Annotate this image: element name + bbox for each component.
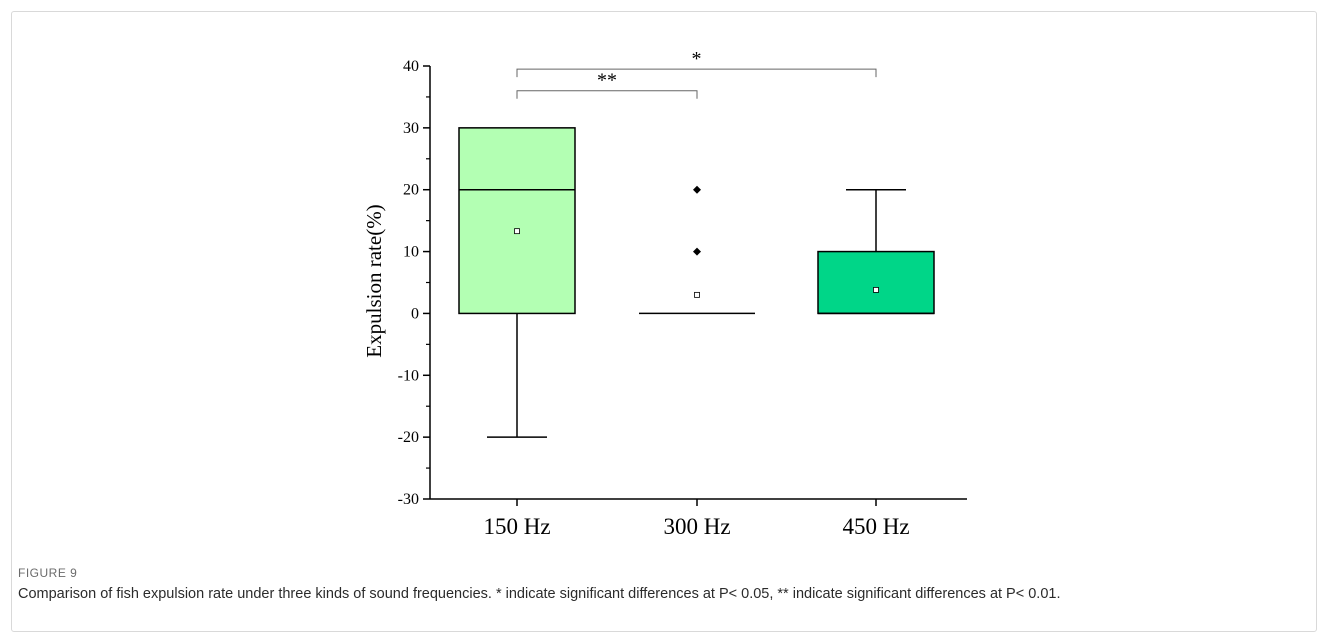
chart-plot-area: *** bbox=[458, 48, 935, 438]
y-axis-label: Expulsion rate(%) bbox=[362, 204, 386, 357]
x-tick-label: 150 Hz bbox=[483, 514, 550, 539]
bracket-line bbox=[516, 68, 877, 78]
mean-marker bbox=[873, 287, 879, 293]
bracket-line bbox=[516, 90, 698, 99]
chart-axes: -30 -20 -10 0 10 20 30 40 150 Hz 300 Hz 450 Hz bbox=[398, 58, 967, 539]
box-body bbox=[458, 127, 576, 315]
significance-bracket: ** bbox=[516, 70, 698, 99]
figure-frame bbox=[11, 11, 1317, 632]
figure-caption: Comparison of fish expulsion rate under … bbox=[18, 586, 1061, 602]
outlier-point bbox=[693, 185, 701, 194]
y-tick-label: -20 bbox=[398, 429, 419, 446]
y-tick-label: 40 bbox=[403, 58, 419, 75]
box-group bbox=[639, 185, 755, 315]
y-tick-label: 20 bbox=[403, 182, 419, 199]
x-tick-label: 450 Hz bbox=[842, 514, 909, 539]
figure-label: FIGURE 9 bbox=[18, 566, 78, 580]
y-tick-label: 0 bbox=[411, 305, 419, 322]
significance-bracket: * bbox=[516, 48, 877, 78]
mean-marker bbox=[694, 291, 700, 298]
box-group bbox=[817, 188, 935, 315]
box-body bbox=[817, 250, 935, 315]
x-tick-label: 300 Hz bbox=[663, 514, 730, 539]
y-tick-label: -10 bbox=[398, 367, 419, 384]
significance-label: * bbox=[692, 48, 702, 70]
y-tick-label: 30 bbox=[403, 120, 419, 137]
outlier-point bbox=[693, 247, 701, 256]
box-group bbox=[458, 127, 576, 438]
y-tick-label: 10 bbox=[403, 244, 419, 261]
significance-label: ** bbox=[597, 70, 617, 92]
y-tick-label: -30 bbox=[398, 491, 419, 508]
mean-marker bbox=[514, 228, 520, 235]
